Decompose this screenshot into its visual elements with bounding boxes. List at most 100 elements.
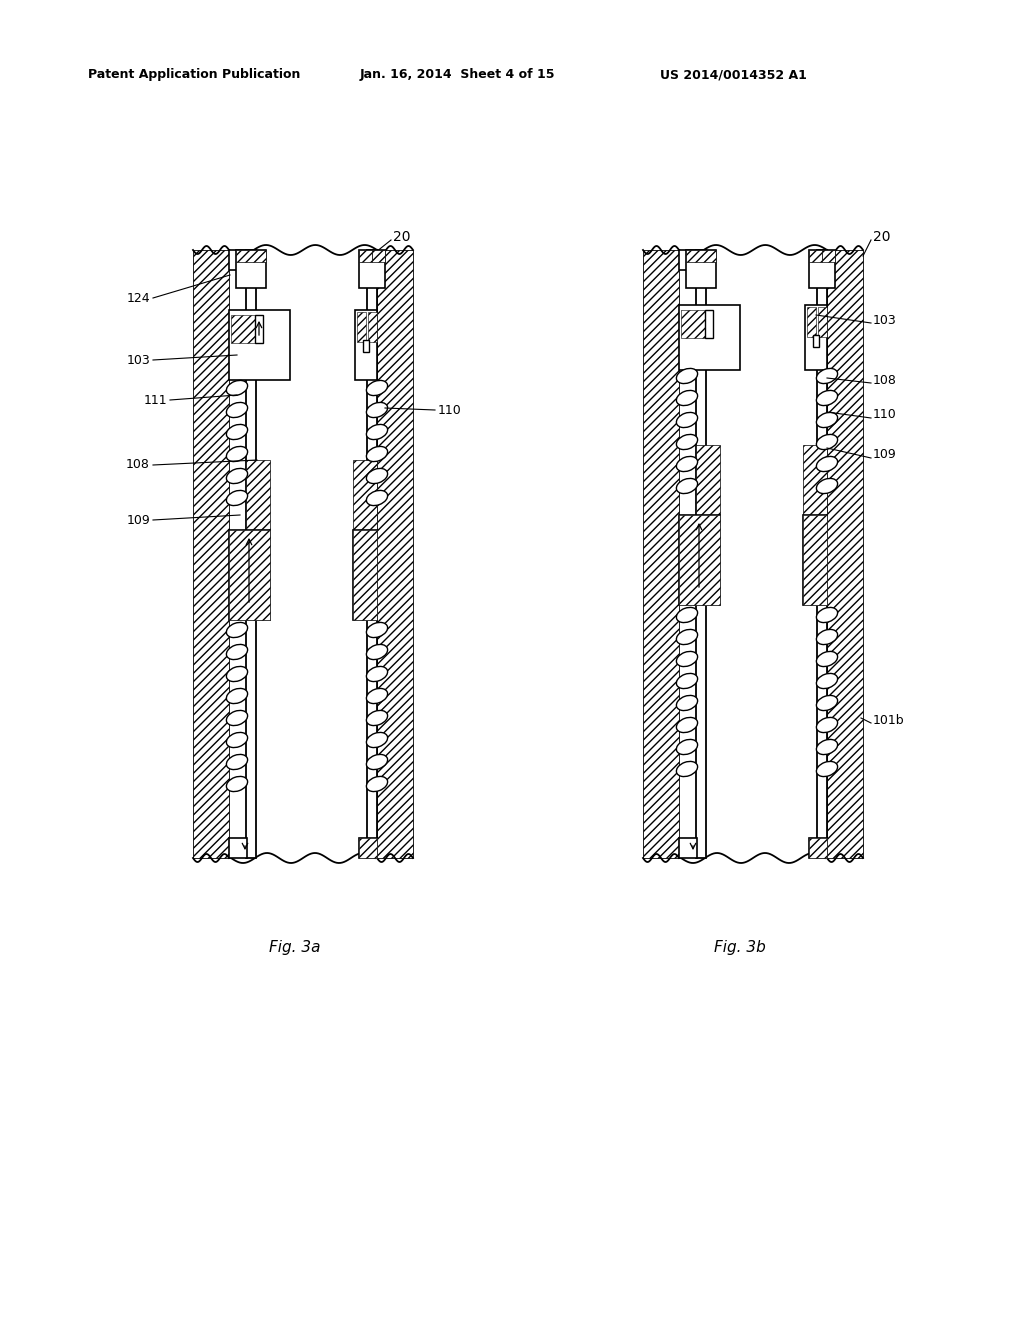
Ellipse shape xyxy=(367,491,388,506)
Bar xyxy=(236,249,266,288)
Ellipse shape xyxy=(816,696,838,710)
Text: Fig. 3a: Fig. 3a xyxy=(269,940,321,954)
Bar xyxy=(679,838,697,858)
Bar xyxy=(229,310,290,380)
Ellipse shape xyxy=(226,380,248,396)
Ellipse shape xyxy=(816,718,838,733)
Bar xyxy=(809,838,827,858)
Bar xyxy=(359,249,372,261)
Bar xyxy=(362,341,369,352)
Text: 108: 108 xyxy=(126,458,150,471)
Bar xyxy=(809,838,827,858)
Text: 103: 103 xyxy=(126,354,150,367)
Text: Jan. 16, 2014  Sheet 4 of 15: Jan. 16, 2014 Sheet 4 of 15 xyxy=(360,69,555,81)
Bar xyxy=(696,445,720,525)
Bar xyxy=(359,838,377,858)
Ellipse shape xyxy=(816,673,838,689)
Bar xyxy=(813,335,819,347)
Ellipse shape xyxy=(226,776,248,792)
Ellipse shape xyxy=(816,478,838,494)
Ellipse shape xyxy=(677,762,697,776)
Text: US 2014/0014352 A1: US 2014/0014352 A1 xyxy=(660,69,807,81)
Bar xyxy=(359,249,385,288)
Ellipse shape xyxy=(816,762,838,776)
Ellipse shape xyxy=(226,644,248,660)
Ellipse shape xyxy=(226,469,248,483)
Ellipse shape xyxy=(226,755,248,770)
Bar xyxy=(229,531,270,620)
Bar xyxy=(377,249,413,858)
Ellipse shape xyxy=(367,425,388,440)
Bar xyxy=(681,310,707,338)
Text: 109: 109 xyxy=(126,513,150,527)
Bar xyxy=(359,838,377,858)
Ellipse shape xyxy=(367,776,388,792)
Bar xyxy=(246,459,270,540)
Bar xyxy=(236,249,266,261)
Ellipse shape xyxy=(677,391,697,405)
Text: 20: 20 xyxy=(393,230,411,244)
Bar xyxy=(353,531,377,620)
Ellipse shape xyxy=(367,403,388,417)
Ellipse shape xyxy=(677,673,697,689)
Bar xyxy=(803,515,827,605)
Text: Fig. 3b: Fig. 3b xyxy=(714,940,766,954)
Ellipse shape xyxy=(677,718,697,733)
Bar xyxy=(827,249,863,858)
Bar xyxy=(231,315,257,343)
Ellipse shape xyxy=(677,739,697,755)
Ellipse shape xyxy=(816,652,838,667)
Bar xyxy=(353,459,377,540)
Ellipse shape xyxy=(226,623,248,638)
Ellipse shape xyxy=(677,696,697,710)
Ellipse shape xyxy=(816,412,838,428)
Ellipse shape xyxy=(816,368,838,384)
Bar xyxy=(367,249,377,858)
Text: 109: 109 xyxy=(873,449,897,462)
Ellipse shape xyxy=(226,491,248,506)
Bar xyxy=(229,838,247,858)
Ellipse shape xyxy=(367,755,388,770)
Bar xyxy=(817,249,827,858)
Ellipse shape xyxy=(677,478,697,494)
Ellipse shape xyxy=(816,739,838,755)
Ellipse shape xyxy=(367,710,388,726)
Bar xyxy=(679,249,696,271)
Ellipse shape xyxy=(367,644,388,660)
Ellipse shape xyxy=(816,391,838,405)
Ellipse shape xyxy=(677,630,697,644)
Ellipse shape xyxy=(367,380,388,396)
Text: 111: 111 xyxy=(143,393,167,407)
Ellipse shape xyxy=(367,667,388,681)
Bar xyxy=(809,249,822,261)
Bar xyxy=(679,305,740,370)
Bar xyxy=(372,249,385,261)
Ellipse shape xyxy=(367,469,388,483)
Bar xyxy=(368,312,377,342)
Ellipse shape xyxy=(816,607,838,623)
Ellipse shape xyxy=(816,457,838,471)
Text: 110: 110 xyxy=(873,408,897,421)
Text: 101b: 101b xyxy=(873,714,904,726)
Ellipse shape xyxy=(677,412,697,428)
Ellipse shape xyxy=(226,425,248,440)
Bar xyxy=(193,249,229,858)
Bar xyxy=(805,305,827,370)
Bar xyxy=(357,312,366,342)
Ellipse shape xyxy=(226,710,248,726)
Text: 103: 103 xyxy=(873,314,897,326)
Bar xyxy=(686,249,716,261)
Bar xyxy=(803,445,827,525)
Ellipse shape xyxy=(226,446,248,462)
Bar xyxy=(229,249,246,271)
Ellipse shape xyxy=(367,733,388,747)
Ellipse shape xyxy=(677,434,697,450)
Ellipse shape xyxy=(367,689,388,704)
Bar xyxy=(643,249,679,858)
Bar xyxy=(353,531,377,620)
Ellipse shape xyxy=(677,368,697,384)
Ellipse shape xyxy=(677,457,697,471)
Text: Patent Application Publication: Patent Application Publication xyxy=(88,69,300,81)
Bar xyxy=(696,249,706,858)
Ellipse shape xyxy=(677,652,697,667)
